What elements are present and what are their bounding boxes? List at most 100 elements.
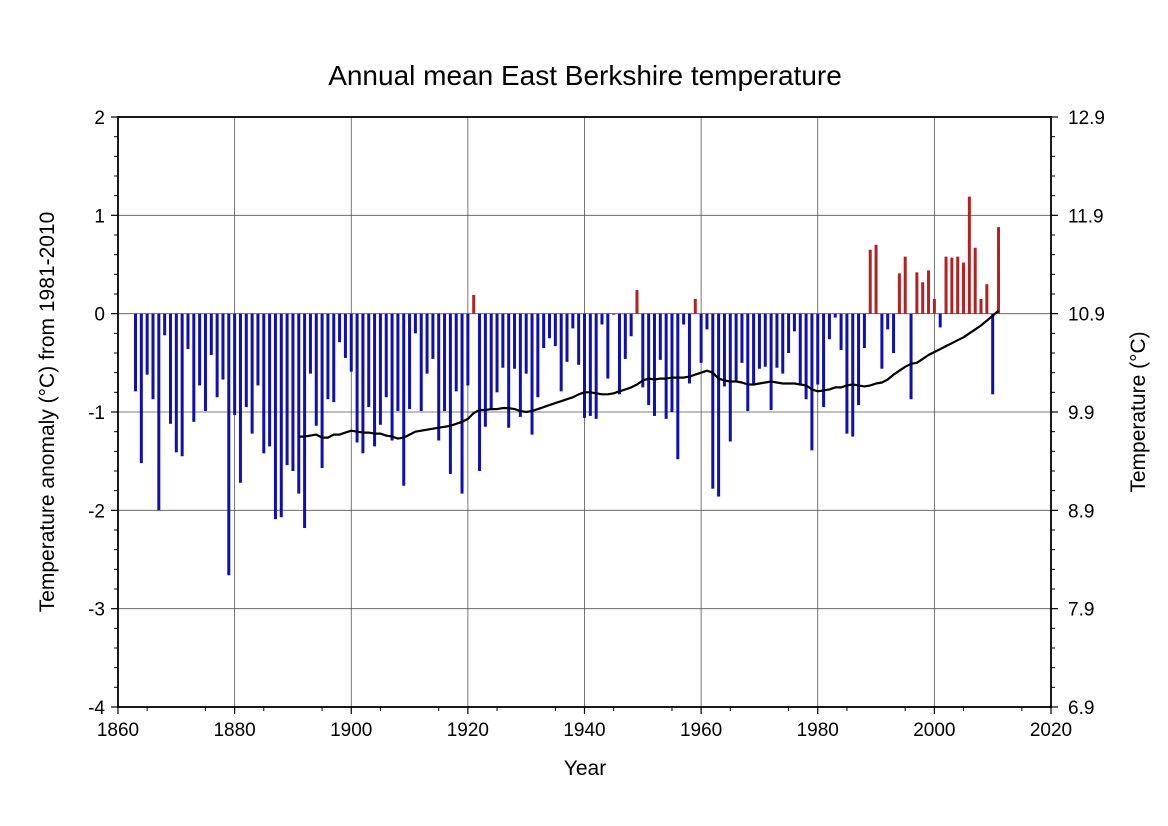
bar-1953 (658, 313, 662, 360)
bar-1931 (530, 313, 534, 435)
bar-1884 (256, 313, 260, 386)
bar-1978 (804, 313, 808, 400)
bar-1921 (472, 294, 476, 314)
bar-2002 (944, 256, 948, 314)
bar-1927 (507, 313, 511, 428)
bar-1955 (670, 313, 674, 412)
bar-1948 (629, 313, 633, 337)
bar-1922 (478, 313, 482, 471)
bar-1973 (775, 313, 779, 368)
bar-1940 (583, 313, 586, 418)
bar-2009 (985, 284, 989, 314)
smoothed-line (298, 309, 1000, 440)
y2-tick-label: 11.9 (1068, 206, 1104, 227)
bar-1943 (600, 313, 604, 325)
y-tick-label: 1 (94, 206, 105, 227)
bar-1941 (588, 313, 592, 416)
bar-1988 (862, 313, 866, 349)
bar-1945 (612, 313, 616, 315)
axis-ticks (111, 116, 1058, 714)
bar-1937 (565, 313, 569, 362)
bar-1891 (297, 313, 301, 494)
bar-1989 (868, 249, 872, 314)
bar-2011 (997, 227, 1001, 314)
bar-1866 (151, 313, 155, 400)
x-tick-label: 1860 (97, 720, 139, 741)
bar-1991 (880, 313, 884, 369)
y2-tick-label: 7.9 (1068, 600, 1094, 621)
bar-1896 (326, 313, 330, 400)
bar-1879 (227, 313, 231, 576)
y-tick-label: -2 (88, 501, 105, 522)
bar-1967 (740, 313, 744, 363)
bar-1865 (145, 313, 149, 375)
bar-1983 (833, 313, 837, 318)
bar-1912 (419, 313, 423, 412)
bar-1949 (635, 290, 639, 314)
bar-2005 (962, 262, 966, 314)
bar-1950 (641, 313, 645, 388)
bar-1863 (133, 313, 137, 392)
bar-1946 (617, 313, 621, 395)
bar-1918 (454, 313, 458, 392)
bar-1966 (734, 313, 738, 381)
bar-1934 (548, 313, 552, 339)
bar-1938 (571, 313, 575, 329)
bar-1984 (839, 313, 843, 351)
bar-1933 (542, 313, 546, 349)
bar-1923 (483, 313, 487, 427)
y-tick-label: -1 (88, 403, 105, 424)
bar-1916 (443, 313, 447, 412)
bar-1908 (396, 313, 400, 412)
x-tick-label: 2020 (1030, 720, 1072, 741)
y-tick-labels: -4 -3 -2 -1 0 1 2 (88, 108, 105, 719)
bar-1956 (676, 313, 680, 460)
bar-1939 (577, 313, 581, 365)
bar-2007 (973, 247, 977, 314)
bar-1880 (233, 313, 237, 415)
x-tick-labels: 1860 1880 1900 1920 1940 1960 1980 2000 2020 (97, 720, 1072, 741)
bar-1913 (425, 313, 429, 374)
bar-1976 (792, 313, 796, 332)
bar-1962 (711, 313, 715, 489)
bar-1972 (769, 313, 773, 411)
bar-1890 (291, 313, 295, 471)
bars (133, 196, 1001, 576)
bar-1930 (524, 313, 528, 374)
y2-tick-labels: 6.9 7.9 8.9 9.9 10.9 11.9 12.9 (1068, 108, 1105, 719)
bar-1951 (647, 313, 651, 406)
bar-1959 (693, 298, 697, 314)
bar-1910 (408, 313, 412, 410)
bar-1964 (722, 313, 726, 387)
bar-1895 (320, 313, 324, 469)
bar-1957 (682, 313, 686, 325)
bar-2000 (932, 298, 936, 314)
bar-1961 (705, 313, 709, 330)
bar-1887 (273, 313, 277, 520)
smoothed-trend (298, 309, 1000, 440)
bar-1885 (262, 313, 266, 454)
bar-1971 (763, 313, 767, 367)
bar-1944 (606, 313, 610, 379)
y2-axis-title: Temperature (°C) (1127, 331, 1150, 492)
x-tick-label: 1960 (680, 720, 722, 741)
bar-1914 (431, 313, 435, 359)
bar-1942 (594, 313, 598, 419)
y-tick-label: 2 (94, 108, 105, 129)
bar-1952 (652, 313, 656, 416)
bar-1985 (845, 313, 849, 434)
bar-1998 (921, 282, 925, 314)
y2-tick-label: 9.9 (1068, 403, 1094, 424)
bar-1932 (536, 313, 540, 398)
bar-1864 (139, 313, 143, 464)
bar-2010 (991, 313, 995, 395)
bar-1917 (448, 313, 452, 474)
bar-1893 (308, 313, 312, 374)
x-tick-label: 1980 (797, 720, 839, 741)
bar-1963 (717, 313, 721, 497)
bar-1871 (180, 313, 184, 457)
bar-1876 (209, 313, 213, 355)
bar-1881 (238, 313, 242, 483)
bar-1920 (466, 313, 470, 386)
chart-title: Annual mean East Berkshire temperature (328, 60, 842, 91)
